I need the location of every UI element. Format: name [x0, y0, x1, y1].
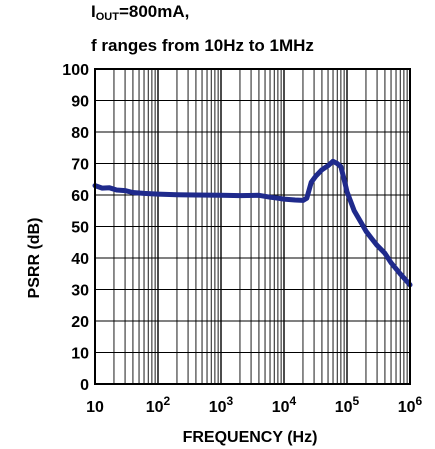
x-tick-exponent: 3 [227, 394, 234, 408]
x-tick-label: 104 [272, 394, 297, 416]
y-tick-label: 20 [71, 314, 89, 331]
psrr-series-line [92, 158, 413, 288]
y-tick-label: 80 [71, 125, 89, 142]
x-tick-exponent: 6 [416, 394, 423, 408]
x-tick-label: 10 [86, 399, 104, 416]
chart-title: IOUT=800mA, [91, 2, 189, 23]
chart-title-main: I [91, 2, 96, 21]
y-tick-label: 40 [71, 251, 89, 268]
x-tick-base: 10 [335, 399, 353, 416]
x-axis-title: FREQUENCY (Hz) [183, 429, 318, 446]
x-tick-base: 10 [209, 399, 227, 416]
x-tick-label: 105 [335, 394, 360, 416]
x-tick-exponent: 4 [290, 394, 297, 408]
series-layer [92, 158, 413, 288]
x-tick-exponent: 2 [164, 394, 171, 408]
y-tick-label: 0 [80, 377, 89, 394]
x-tick-base: 10 [146, 399, 164, 416]
y-tick-label: 90 [71, 94, 89, 111]
chart-title-subscript: OUT [95, 11, 119, 23]
y-axis-title: PSRR (dB) [26, 218, 43, 299]
y-tick-label: 70 [71, 157, 89, 174]
chart-title-rest: =800mA, [118, 2, 190, 21]
y-tick-label: 30 [71, 283, 89, 300]
chart-subtitle: f ranges from 10Hz to 1MHz [91, 36, 314, 55]
grid-layer [94, 68, 410, 385]
x-tick-label: 103 [209, 394, 234, 416]
x-tick-base: 10 [86, 399, 104, 416]
x-tick-label: 102 [146, 394, 171, 416]
y-tick-label: 50 [71, 220, 89, 237]
x-tick-exponent: 5 [353, 394, 360, 408]
y-tick-label: 10 [71, 346, 89, 363]
y-tick-label: 60 [71, 188, 89, 205]
x-tick-base: 10 [398, 399, 416, 416]
x-tick-label: 106 [398, 394, 423, 416]
x-tick-labels: 10 102 103 104 105 106 [86, 394, 422, 416]
y-tick-labels: 0 10 20 30 40 50 60 70 80 90 100 [62, 62, 89, 394]
y-tick-label: 100 [62, 62, 89, 79]
x-tick-base: 10 [272, 399, 290, 416]
plot-frame [94, 68, 411, 385]
